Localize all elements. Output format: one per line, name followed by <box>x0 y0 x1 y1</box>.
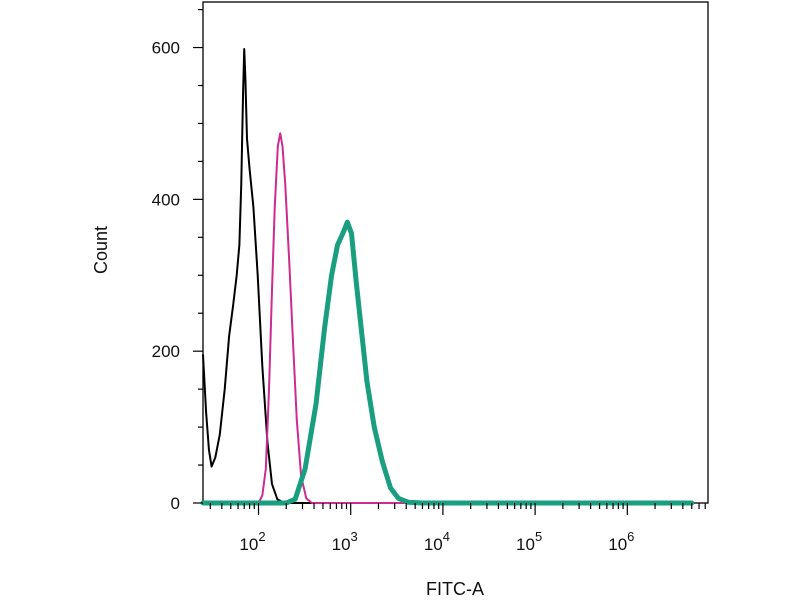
histogram-series-1 <box>202 48 693 504</box>
x-tick-label: 102 <box>239 529 265 554</box>
y-tick-label: 0 <box>171 494 180 513</box>
y-axis: 0 200 400 600 <box>152 8 203 513</box>
histogram-series-3 <box>200 219 695 506</box>
y-axis-title: Count <box>91 226 111 274</box>
y-tick-label: 400 <box>152 190 180 209</box>
x-tick-label: 103 <box>332 529 358 554</box>
series-layer <box>200 48 695 506</box>
x-tick-label: 104 <box>424 529 450 554</box>
plot-border <box>202 1 709 504</box>
histogram-series-2 <box>202 132 693 504</box>
y-tick-label: 200 <box>152 342 180 361</box>
x-tick-label: 105 <box>516 529 542 554</box>
y-tick-label: 600 <box>152 39 180 58</box>
plot-frame <box>202 1 709 504</box>
x-axis-title: FITC-A <box>426 579 484 599</box>
x-tick-label: 106 <box>608 529 634 554</box>
x-axis: 102 103 104 105 106 <box>209 503 706 554</box>
